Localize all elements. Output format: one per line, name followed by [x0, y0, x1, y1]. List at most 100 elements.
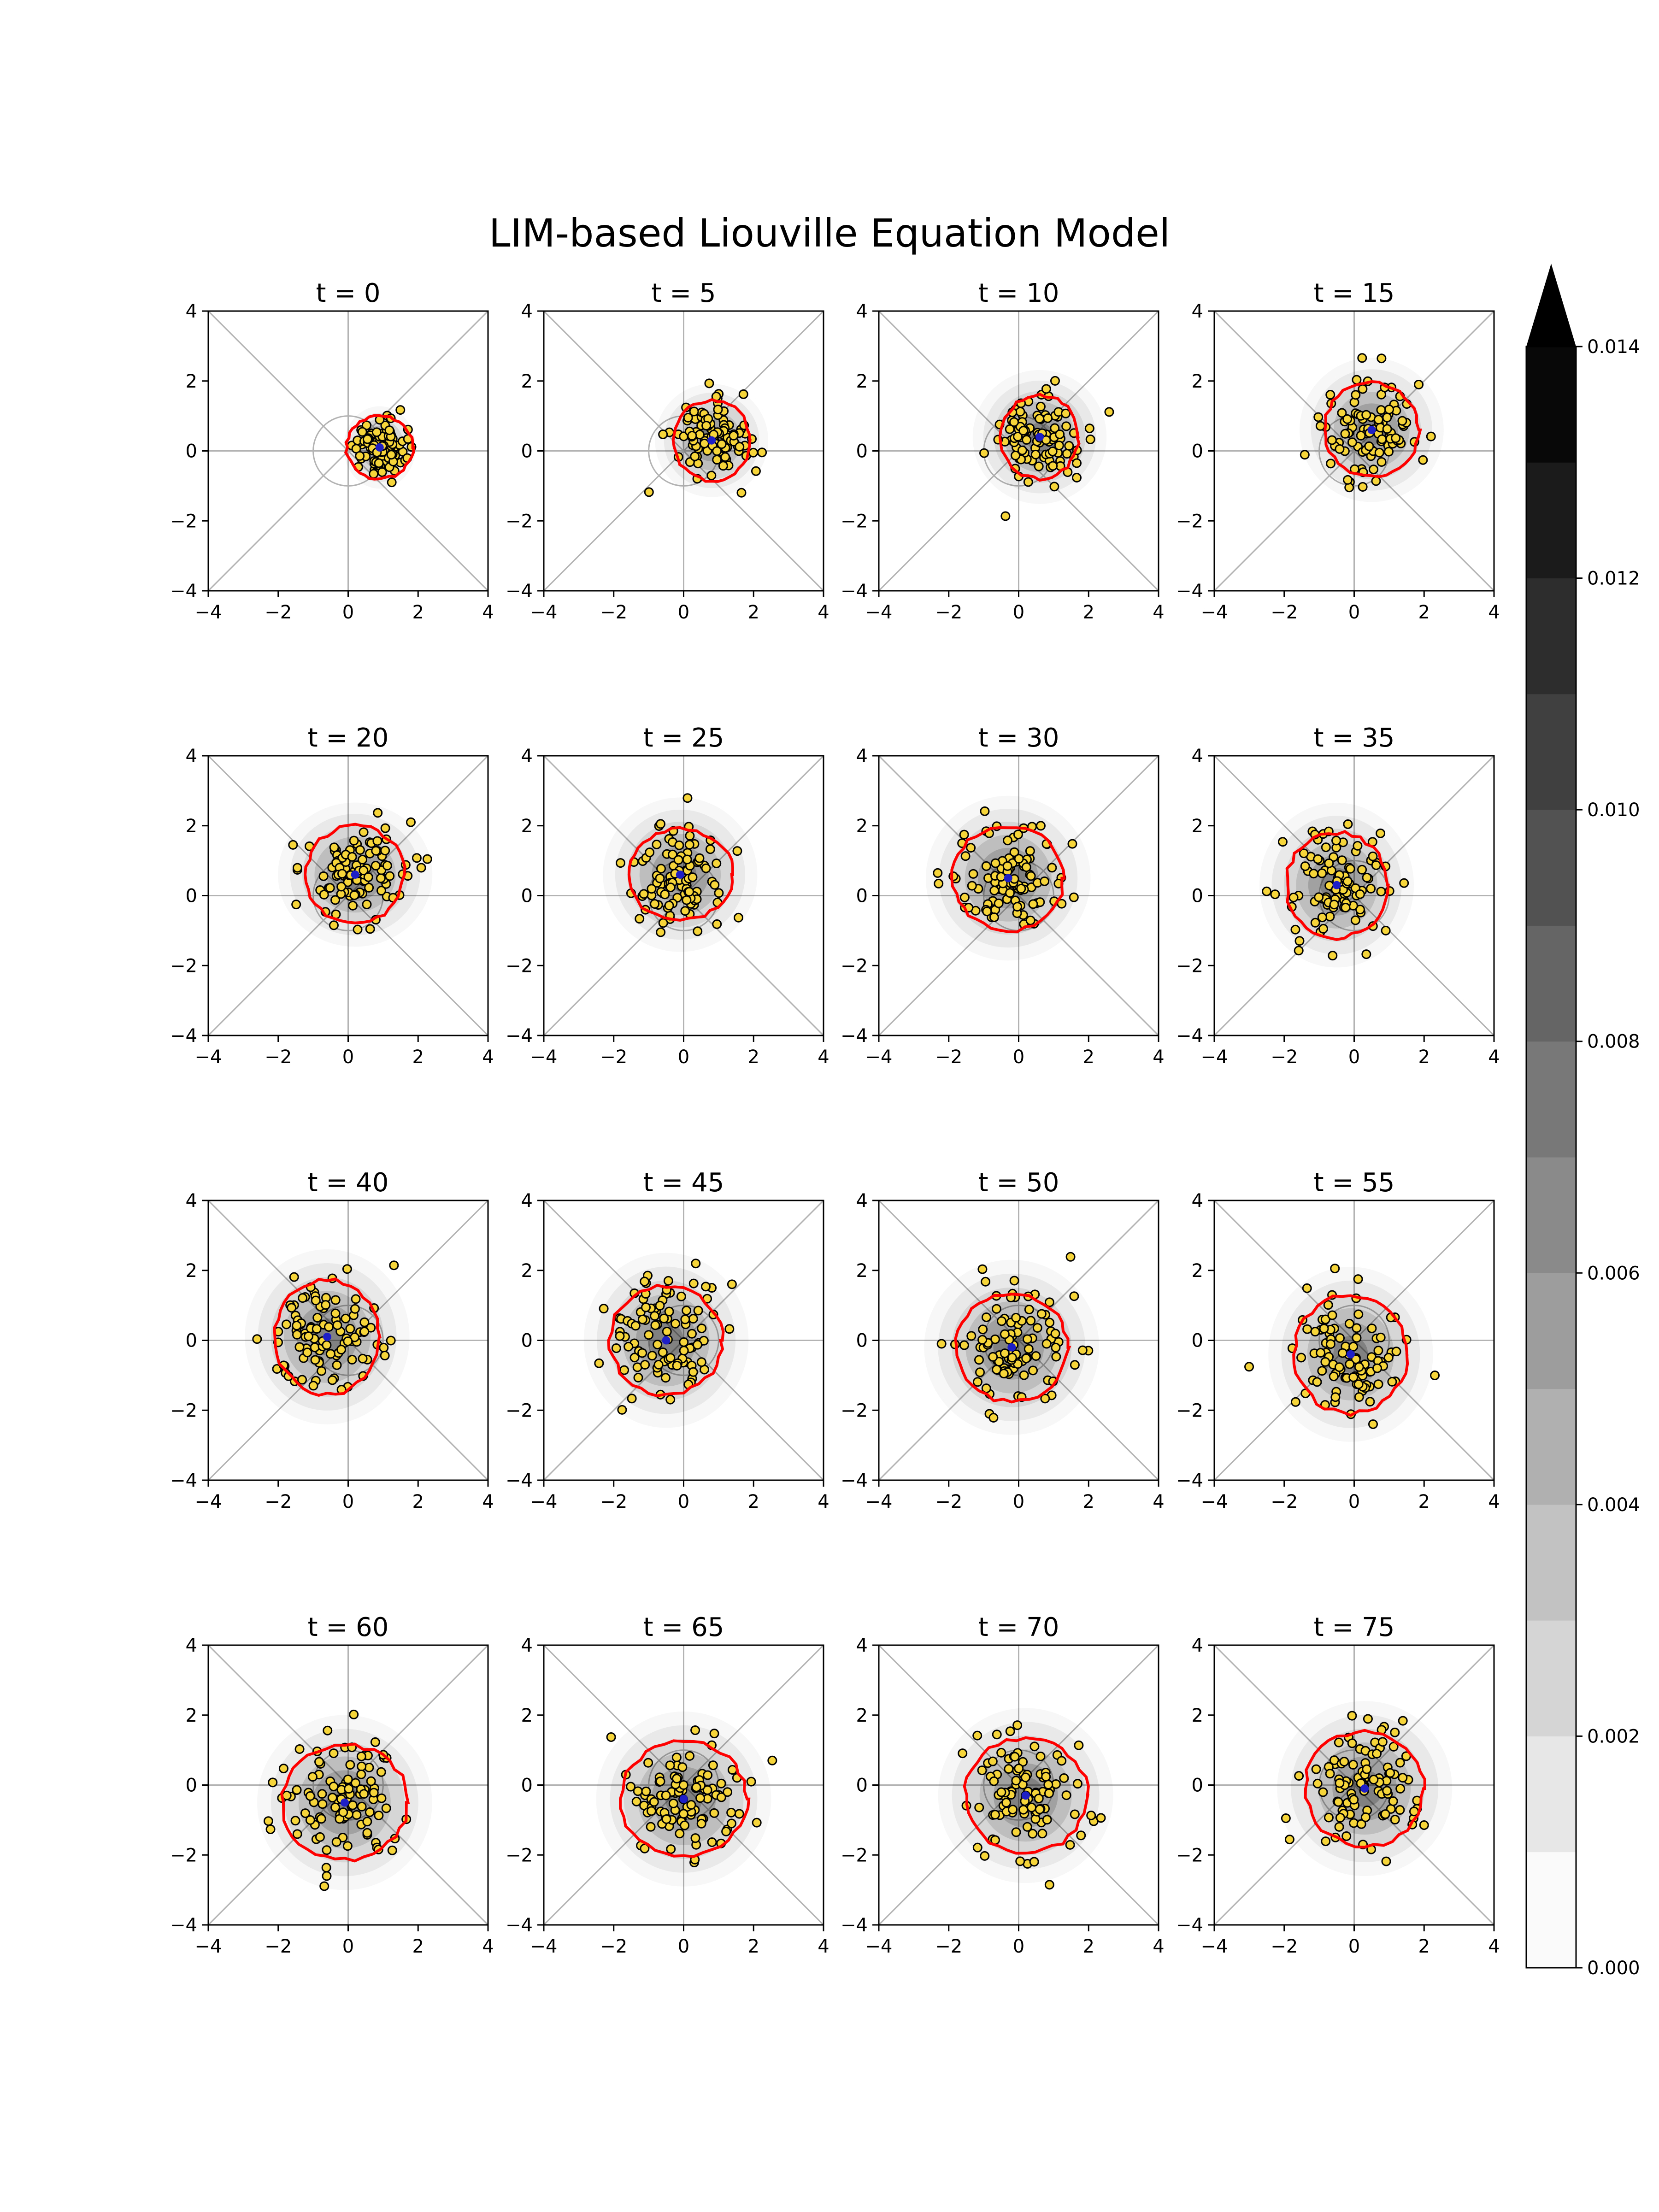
scatter-point [1000, 1348, 1010, 1359]
scatter-point [1055, 429, 1065, 439]
y-tick-label: −4 [841, 1025, 868, 1047]
y-tick-label: −2 [1176, 955, 1203, 977]
scatter-point [371, 846, 381, 856]
scatter-point [1381, 925, 1391, 935]
scatter-point [637, 1348, 647, 1358]
scatter-point [675, 1829, 685, 1839]
scatter-point [1333, 1797, 1343, 1807]
colorbar-level [1526, 810, 1576, 926]
scatter-point [370, 1737, 380, 1747]
y-tick-label: 2 [856, 371, 868, 392]
scatter-point [1358, 384, 1368, 394]
y-tick-label: −4 [170, 581, 197, 602]
scatter-point [1348, 1341, 1359, 1352]
y-tick-label: 0 [1192, 1775, 1203, 1796]
scatter-point [1021, 1353, 1031, 1364]
plot-area [208, 1645, 488, 1925]
x-tick-label: 4 [818, 1047, 829, 1068]
scatter-point [717, 439, 727, 449]
scatter-point [1007, 1353, 1017, 1363]
y-tick-label: −2 [170, 955, 197, 977]
scatter-point [1037, 1829, 1047, 1839]
scatter-point [1374, 447, 1384, 458]
scatter-point [716, 1778, 726, 1788]
scatter-point [706, 471, 717, 481]
scatter-point [1035, 1751, 1046, 1761]
scatter-point [1317, 912, 1327, 923]
scatter-point [338, 1807, 348, 1818]
guide-line [208, 311, 488, 591]
scatter-point [1312, 1377, 1322, 1387]
scatter-point [347, 1354, 357, 1365]
y-tick-label: 2 [1192, 1260, 1203, 1282]
y-tick-label: 0 [521, 441, 533, 462]
scatter-point [687, 1329, 697, 1339]
scatter-point [1040, 1394, 1050, 1404]
x-tick-label: 4 [1488, 1047, 1500, 1068]
scatter-point [252, 1334, 262, 1344]
scatter-point [982, 906, 992, 917]
scatter-point [1085, 434, 1095, 444]
scatter-point [658, 1347, 668, 1357]
scatter-point [1352, 1333, 1362, 1343]
scatter-point [294, 1342, 305, 1352]
scatter-point [327, 1375, 337, 1385]
scatter-point [376, 886, 386, 896]
mean-marker [662, 1336, 671, 1345]
scatter-point [1012, 1720, 1023, 1730]
scatter-point [1371, 476, 1381, 486]
scatter-point [345, 1760, 355, 1770]
probability-contour [304, 823, 407, 924]
scatter-point [1034, 1794, 1044, 1804]
scatter-point [979, 448, 989, 458]
probability-contour [1292, 1294, 1409, 1417]
y-tick-label: 0 [856, 1330, 868, 1352]
scatter-point [1069, 892, 1079, 902]
scatter-point [1387, 1377, 1397, 1387]
x-tick-label: −2 [1271, 1936, 1298, 1957]
scatter-point [342, 1264, 352, 1274]
scatter-point [422, 854, 432, 864]
x-tick-label: 4 [1488, 1491, 1500, 1512]
scatter-point [1340, 429, 1350, 439]
scatter-point [380, 1351, 390, 1361]
scatter-point [1022, 435, 1032, 445]
x-tick-label: −4 [195, 1491, 222, 1512]
y-tick-label: −2 [506, 955, 533, 977]
x-tick-label: −2 [935, 1047, 962, 1068]
scatter-point [292, 1330, 302, 1340]
scatter-point [1398, 1716, 1408, 1726]
scatter-point [1244, 1362, 1254, 1372]
scatter-point [640, 1843, 650, 1853]
scatter-point [317, 1366, 327, 1376]
x-tick-label: 2 [1083, 1491, 1094, 1512]
scatter-point [1353, 1309, 1364, 1319]
scatter-point [716, 1792, 726, 1802]
scatter-point [1074, 1740, 1084, 1750]
scatter-point [727, 1279, 737, 1289]
colorbar-tick-label: 0.010 [1587, 800, 1640, 821]
scatter-point [972, 1730, 982, 1741]
scatter-point [661, 1814, 671, 1824]
scatter-point [1360, 1812, 1371, 1822]
panel-title: t = 35 [1314, 723, 1395, 753]
panel: −4−4 −2 −2 0 0 2 2 4 4 t = 15 [1176, 278, 1500, 623]
scatter-point [641, 1786, 651, 1796]
scatter-point [1314, 892, 1324, 902]
scatter-point [682, 1306, 692, 1316]
scatter-point [1399, 878, 1409, 888]
y-tick-label: 4 [521, 301, 533, 322]
scatter-point [1335, 1333, 1345, 1343]
scatter-point [1024, 1305, 1034, 1315]
panel-title: t = 15 [1314, 278, 1395, 308]
scatter-point [380, 823, 390, 833]
scatter-point [665, 1353, 676, 1363]
x-tick-label: −4 [530, 602, 558, 623]
scatter-point [386, 1335, 396, 1346]
scatter-point [594, 1358, 604, 1368]
plot-area [879, 756, 1159, 1035]
scatter-point [343, 1774, 353, 1784]
scatter-point [387, 1845, 397, 1855]
scatter-point [316, 1814, 326, 1824]
scatter-point [644, 487, 654, 497]
